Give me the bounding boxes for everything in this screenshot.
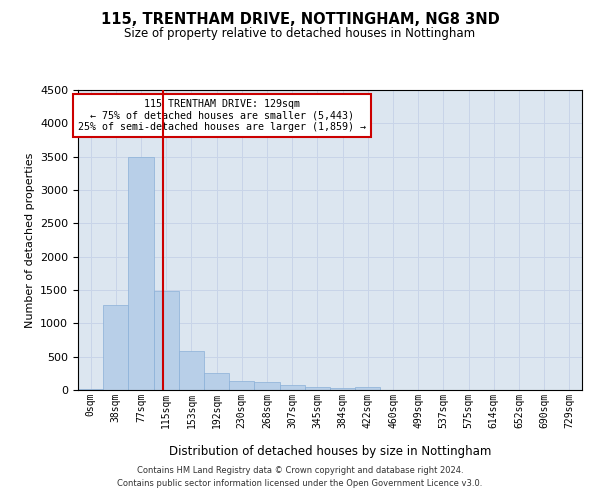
Text: Contains HM Land Registry data © Crown copyright and database right 2024.
Contai: Contains HM Land Registry data © Crown c… (118, 466, 482, 487)
Bar (355, 386, 380, 390)
Bar (204, 374, 229, 390)
Bar (78, 388, 103, 390)
Text: 115 TRENTHAM DRIVE: 129sqm
← 75% of detached houses are smaller (5,443)
25% of s: 115 TRENTHAM DRIVE: 129sqm ← 75% of deta… (77, 99, 365, 132)
Bar (305, 387, 330, 390)
Text: 115, TRENTHAM DRIVE, NOTTINGHAM, NG8 3ND: 115, TRENTHAM DRIVE, NOTTINGHAM, NG8 3ND (101, 12, 499, 28)
Bar (330, 388, 355, 390)
Bar (254, 382, 280, 390)
Bar (154, 292, 179, 390)
Bar (128, 156, 154, 390)
Y-axis label: Number of detached properties: Number of detached properties (25, 152, 35, 328)
Text: Distribution of detached houses by size in Nottingham: Distribution of detached houses by size … (169, 444, 491, 458)
Bar (179, 352, 204, 390)
Bar (103, 306, 128, 390)
Bar (229, 382, 254, 390)
Text: Size of property relative to detached houses in Nottingham: Size of property relative to detached ho… (124, 28, 476, 40)
Bar (280, 386, 305, 390)
